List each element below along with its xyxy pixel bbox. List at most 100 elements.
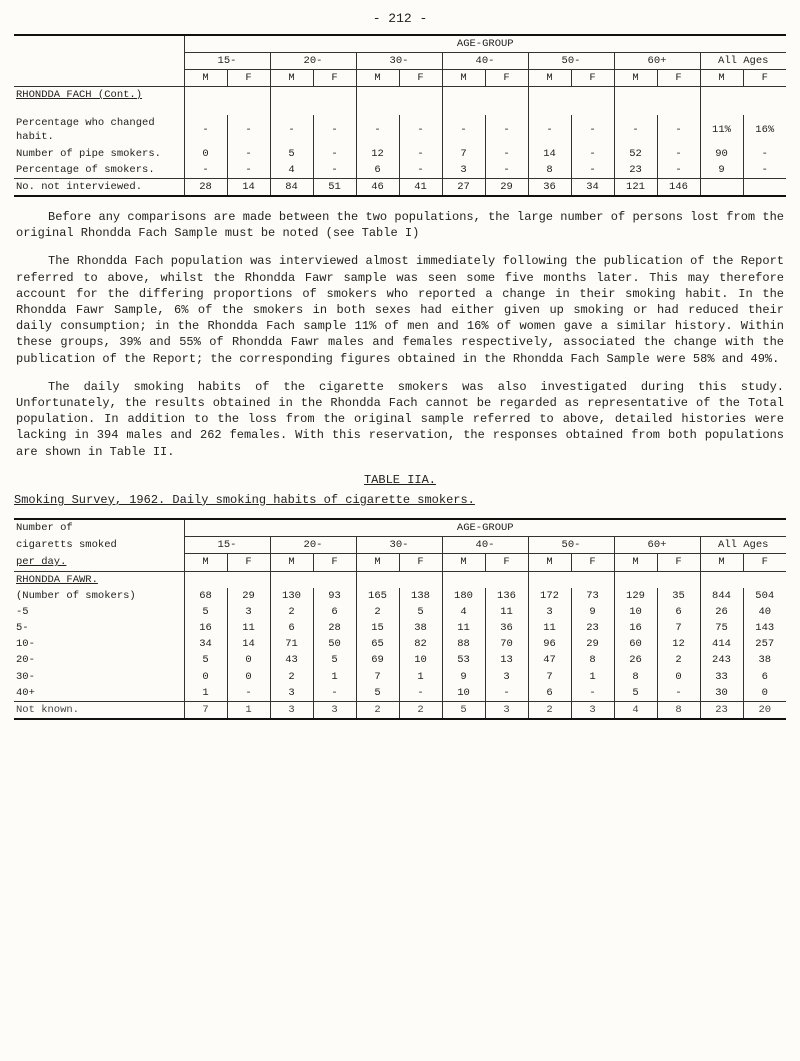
cell: -: [399, 115, 442, 145]
cell: 3: [485, 669, 528, 685]
table-row: Percentage of smokers. -- 4- 6- 3- 8- 23…: [14, 162, 786, 179]
cell: 5: [184, 604, 227, 620]
cell: 7: [442, 146, 485, 162]
row-label: Percentage who changed habit.: [14, 115, 184, 145]
cell: 0: [657, 669, 700, 685]
table-b: Number of AGE-GROUP cigaretts smoked 15-…: [14, 518, 786, 720]
th-f: F: [571, 554, 614, 571]
cell: 16%: [743, 115, 786, 145]
th-f: F: [227, 69, 270, 86]
th-20: 20-: [270, 537, 356, 554]
cell: 4: [614, 701, 657, 719]
cell: 23: [614, 162, 657, 179]
cell: -: [485, 115, 528, 145]
th-f: F: [657, 554, 700, 571]
cell: -: [657, 146, 700, 162]
cell: 11: [485, 604, 528, 620]
cell: 1: [571, 669, 614, 685]
table-row: No. not interviewed. 2814 8451 4641 2729…: [14, 178, 786, 196]
cell: 33: [700, 669, 743, 685]
cell: 29: [485, 178, 528, 196]
table-row: -5532625411391062640: [14, 604, 786, 620]
cell: 9: [700, 162, 743, 179]
cell: 36: [528, 178, 571, 196]
cell: 53: [442, 652, 485, 668]
th-40: 40-: [442, 537, 528, 554]
th-m: M: [442, 69, 485, 86]
cell: -: [485, 146, 528, 162]
cell: 138: [399, 588, 442, 604]
th-f: F: [571, 69, 614, 86]
cell: 2: [356, 701, 399, 719]
row-label: (Number of smokers): [14, 588, 184, 604]
cell: 8: [614, 669, 657, 685]
th-m: M: [700, 69, 743, 86]
cell: -: [227, 115, 270, 145]
cell: 1: [184, 685, 227, 702]
cell: 6: [528, 685, 571, 702]
cell: [743, 178, 786, 196]
cell: 36: [485, 620, 528, 636]
cell: -: [571, 146, 614, 162]
cell: 2: [399, 701, 442, 719]
cell: -: [184, 115, 227, 145]
cell: -: [313, 685, 356, 702]
cell: 2: [270, 604, 313, 620]
table-a-section: RHONDDA FACH (Cont.): [14, 87, 184, 104]
cell: 29: [571, 636, 614, 652]
cell: -: [571, 685, 614, 702]
col0-b: cigaretts smoked: [14, 537, 184, 554]
cell: 23: [571, 620, 614, 636]
table-b-section: RHONDDA FAWR.: [14, 571, 184, 588]
cell: 2: [657, 652, 700, 668]
cell: 4: [270, 162, 313, 179]
cell: 11: [442, 620, 485, 636]
row-label: No. not interviewed.: [14, 178, 184, 196]
th-15: 15-: [184, 52, 270, 69]
cell: 12: [356, 146, 399, 162]
th-30: 30-: [356, 537, 442, 554]
table-a: AGE-GROUP 15- 20- 30- 40- 50- 60+ All Ag…: [14, 34, 786, 198]
th-m: M: [184, 69, 227, 86]
cell: 34: [184, 636, 227, 652]
cell: 71: [270, 636, 313, 652]
table-row: Percentage who changed habit. -- -- -- -…: [14, 115, 786, 145]
cell: 143: [743, 620, 786, 636]
cell: 7: [657, 620, 700, 636]
cell: 28: [184, 178, 227, 196]
th-15: 15-: [184, 537, 270, 554]
th-m: M: [528, 69, 571, 86]
cell: 5: [313, 652, 356, 668]
cell: 6: [657, 604, 700, 620]
cell: 88: [442, 636, 485, 652]
cell: 65: [356, 636, 399, 652]
cell: 1: [399, 669, 442, 685]
th-f: F: [485, 69, 528, 86]
cell: 3: [227, 604, 270, 620]
cell: 40: [743, 604, 786, 620]
cell: -: [270, 115, 313, 145]
table-row: (Number of smokers)682913093165138180136…: [14, 588, 786, 604]
cell: 12: [657, 636, 700, 652]
cell: -: [313, 115, 356, 145]
cell: 15: [356, 620, 399, 636]
cell: 27: [442, 178, 485, 196]
cell: -: [657, 115, 700, 145]
cell: 165: [356, 588, 399, 604]
cell: 1: [227, 701, 270, 719]
cell: 5: [356, 685, 399, 702]
cell: 10: [614, 604, 657, 620]
cell: -: [184, 162, 227, 179]
cell: 6: [313, 604, 356, 620]
cell: 0: [743, 685, 786, 702]
row-label: 30-: [14, 669, 184, 685]
cell: 243: [700, 652, 743, 668]
th-all: All Ages: [700, 52, 786, 69]
cell: 7: [184, 701, 227, 719]
cell: -: [485, 685, 528, 702]
page-number: - 212 -: [14, 10, 786, 28]
th-m: M: [356, 554, 399, 571]
th-f: F: [399, 69, 442, 86]
cell: 13: [485, 652, 528, 668]
th-f: F: [227, 554, 270, 571]
